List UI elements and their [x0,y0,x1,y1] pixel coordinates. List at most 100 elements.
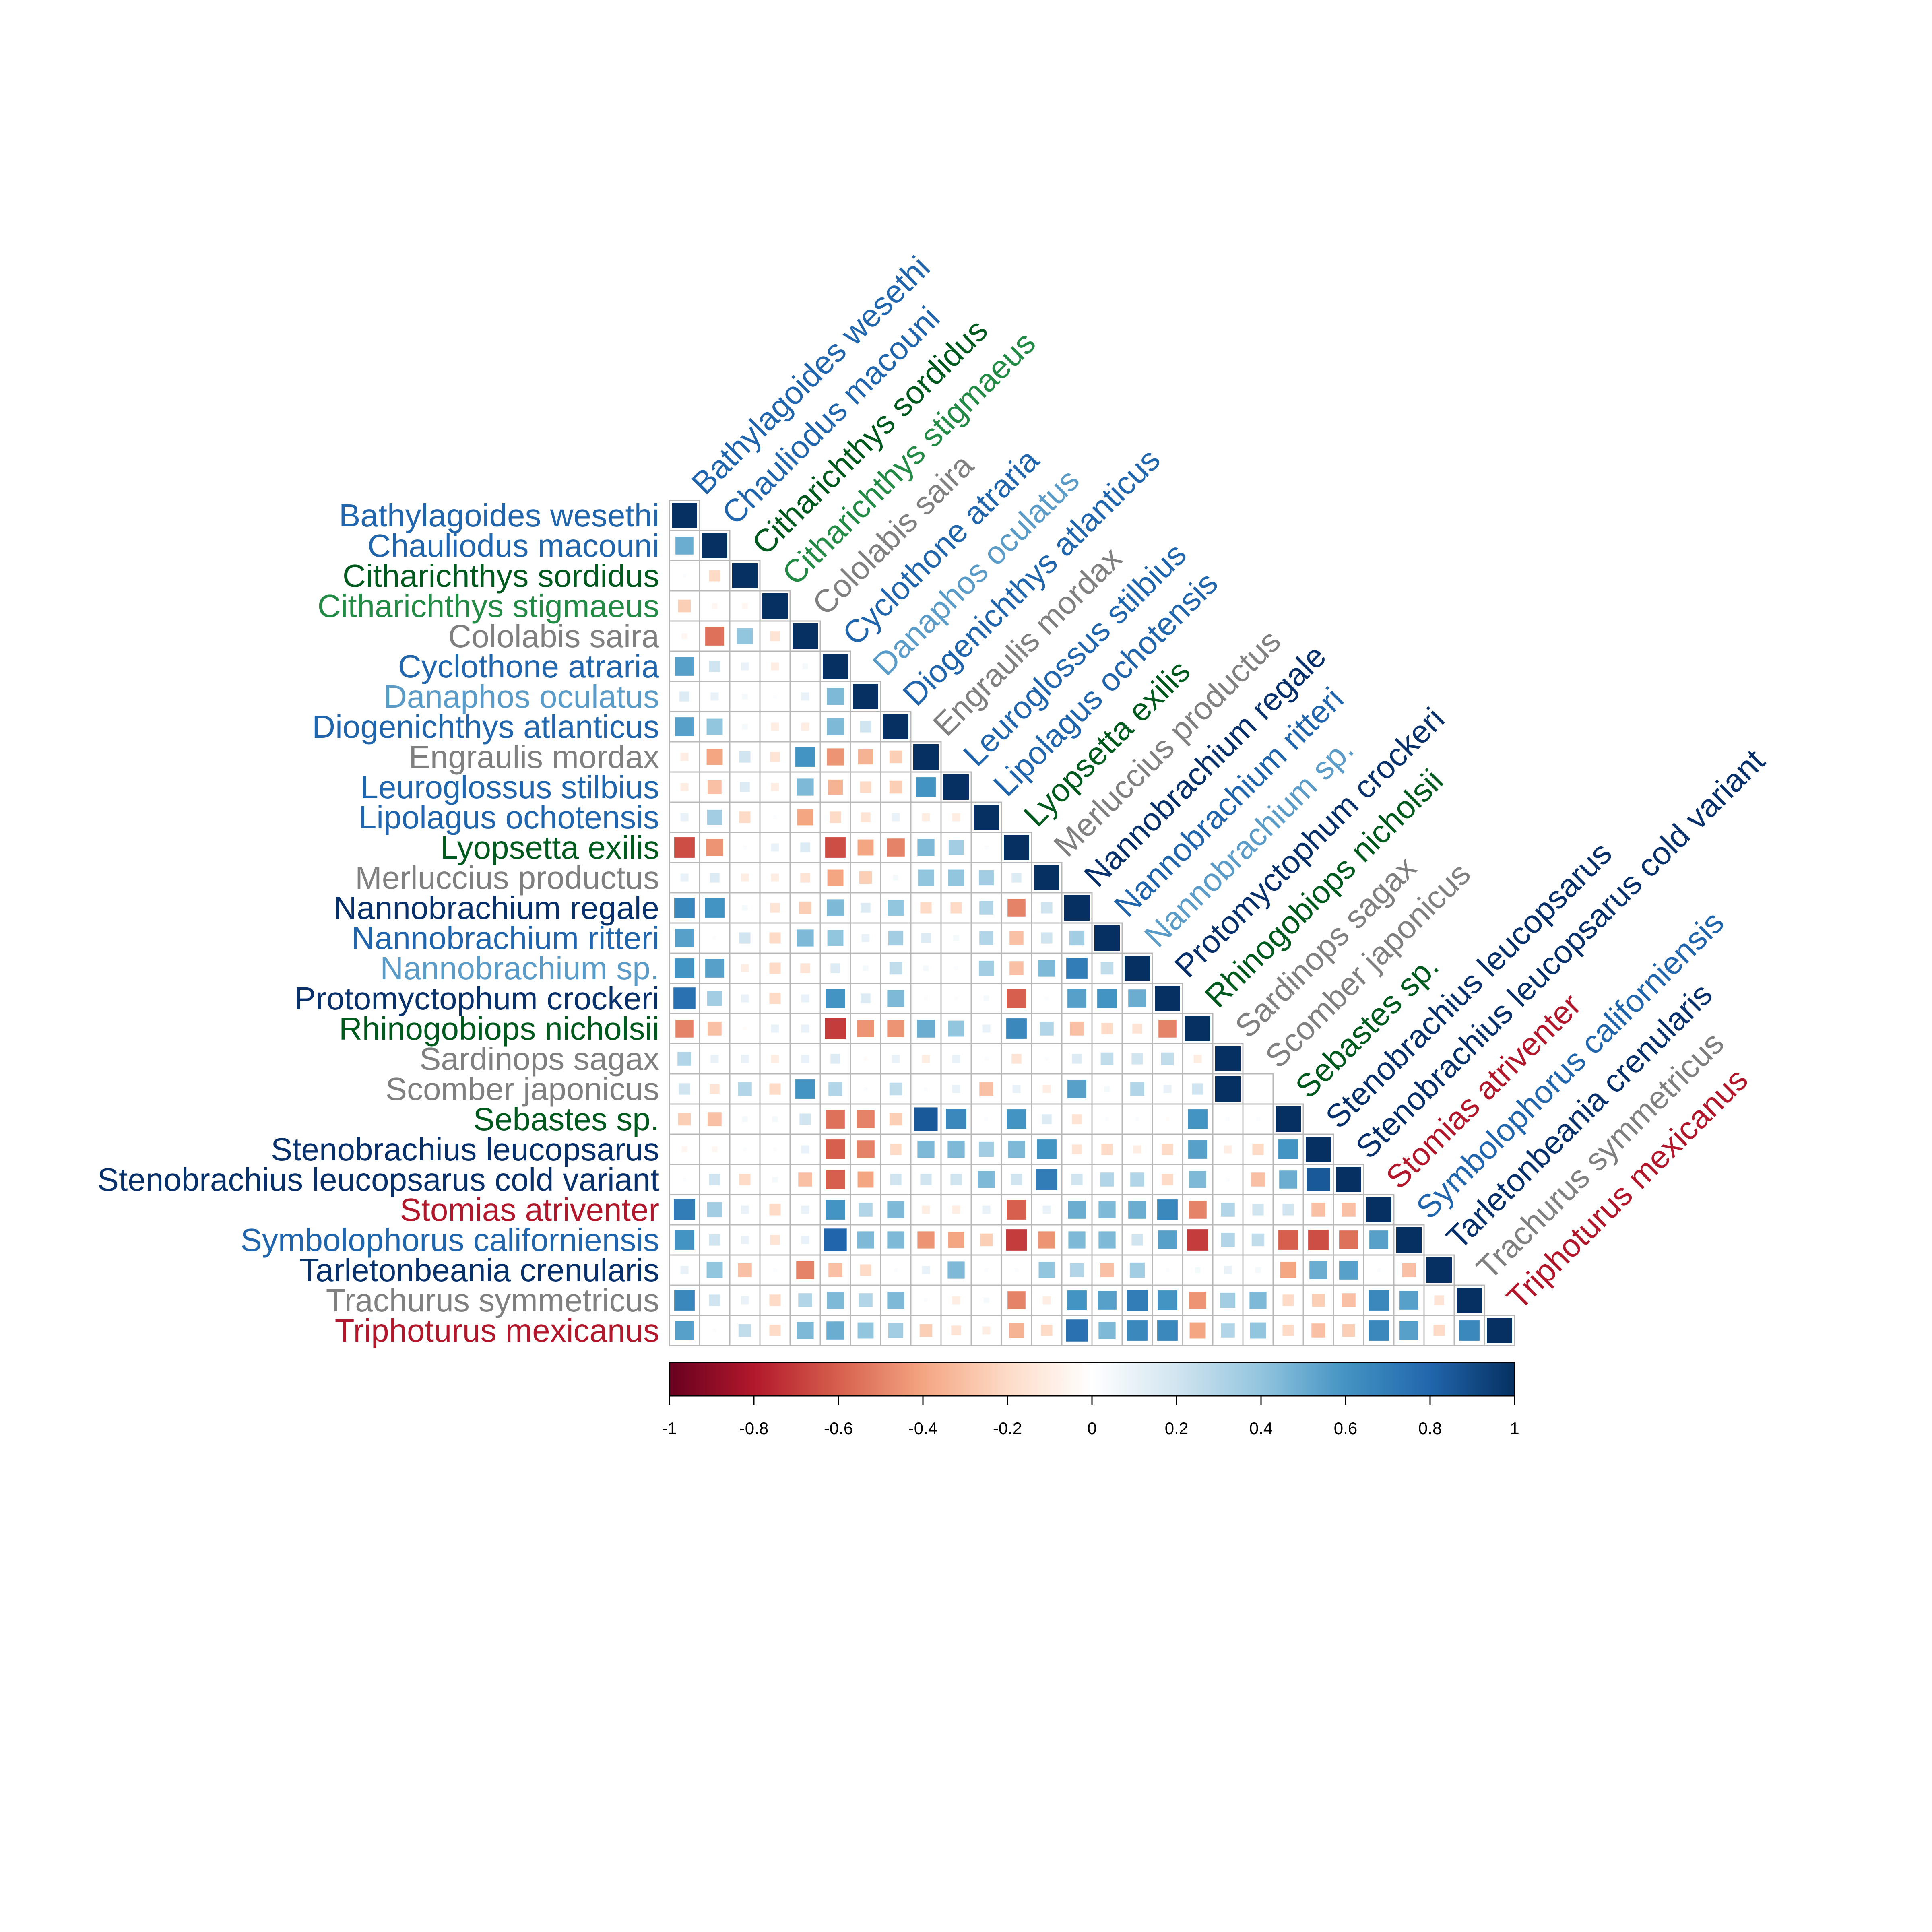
corr-cell [1282,1325,1294,1336]
corr-cell [859,1203,873,1217]
corr-cell [1038,960,1055,977]
corr-cell [1189,1171,1206,1188]
corr-cell [680,873,689,882]
corr-cell [1189,1292,1206,1309]
corr-cell [857,839,874,856]
corr-cell [1098,1291,1117,1310]
corr-cell [924,1298,928,1302]
corr-cell [1041,1325,1053,1336]
corr-cell [1129,1262,1145,1278]
corr-cell [741,662,749,671]
corr-cell [1307,1168,1330,1191]
corr-cell [1041,932,1053,944]
corr-cell [952,1055,960,1063]
corr-cell [889,1113,902,1126]
corr-cell [860,781,871,793]
colorbar-tick-label: 1 [1510,1419,1519,1438]
corr-cell [680,753,689,761]
corr-cell [672,503,697,528]
corr-cell [857,1322,874,1339]
corr-cell [1426,1257,1452,1283]
corr-cell [1042,1296,1051,1305]
row-label: Tarletonbeania crenularis [299,1252,659,1288]
corr-cell [1368,1290,1389,1311]
row-label: Nannobrachium regale [334,890,659,926]
corr-cell [773,1148,777,1151]
row-label: Diogenichthys atlanticus [312,709,659,745]
row-label: Danaphos oculatus [384,679,659,714]
corr-cell [797,929,814,947]
corr-cell [985,1268,988,1272]
corr-cell [795,1079,815,1099]
corr-cell [826,1200,845,1220]
corr-cell [1162,1174,1173,1185]
corr-cell [1038,1262,1055,1278]
colorbar-tick-label: 0.8 [1418,1419,1442,1438]
corr-cell [1067,1290,1087,1310]
corr-cell [1007,1200,1026,1220]
corr-cell [1104,1086,1110,1092]
corr-cell [913,744,939,770]
corr-cell [1007,1109,1026,1129]
corr-cell [1187,1229,1208,1251]
row-label: Stomias atriventer [400,1192,659,1228]
corr-cell [1068,1201,1086,1219]
corr-cell [1128,1201,1146,1219]
corr-cell [857,1110,875,1128]
corr-cell [1042,1205,1051,1214]
corr-cell [739,811,751,823]
corr-cell [1158,1230,1177,1249]
corr-cell [1215,1076,1241,1102]
corr-cell [859,871,872,884]
corr-cell [946,1109,966,1129]
corr-cell [1098,1201,1116,1218]
corr-cell [1189,1322,1206,1339]
corr-cell [1011,1054,1022,1064]
corr-cell [985,846,988,849]
corr-cell [1459,1320,1480,1341]
corr-cell [1038,1231,1055,1249]
corr-cell [1072,1054,1082,1064]
corr-cell [741,1055,749,1063]
corr-cell [921,933,931,943]
corr-cell [770,1235,780,1245]
corr-cell [798,1172,812,1187]
corr-cell [920,1174,932,1185]
row-label: Stenobrachius leucopsarus cold variant [97,1162,659,1197]
corr-cell [1067,1080,1086,1098]
corr-cell [710,692,719,701]
corr-cell [1306,1137,1331,1162]
row-label: Nannobrachium sp. [380,950,659,986]
corr-cell [770,631,780,641]
corr-cell [948,840,964,855]
corr-cell [772,1177,778,1183]
corr-cell [1224,1145,1232,1154]
corr-cell [801,1205,809,1214]
corr-cell [801,994,809,1003]
corr-cell [1127,1290,1148,1311]
corr-cell [950,1174,962,1185]
corr-cell [771,1024,779,1033]
corr-cell [826,1110,845,1129]
colorbar-tick-label: 0.6 [1334,1419,1357,1438]
corr-cell [710,1084,720,1094]
corr-cell [771,722,779,731]
corr-cell [801,722,809,731]
corr-cell [1402,1263,1416,1277]
corr-cell [1157,1199,1178,1220]
corr-cell [864,1087,867,1091]
corr-cell [709,661,720,672]
corr-cell [983,995,989,1001]
colorbar-tick-label: -0.6 [824,1419,853,1438]
corr-cell [828,779,843,795]
corr-cell [1070,1022,1084,1036]
corr-cell [1045,997,1049,1000]
corr-cell [1067,989,1086,1008]
corr-cell [861,993,871,1003]
corr-cell [887,990,904,1007]
corr-cell [706,1262,723,1278]
corr-cell [702,533,727,558]
corr-cell [1007,1291,1026,1309]
corr-cell [681,1146,687,1152]
corr-cell [1040,1022,1054,1036]
